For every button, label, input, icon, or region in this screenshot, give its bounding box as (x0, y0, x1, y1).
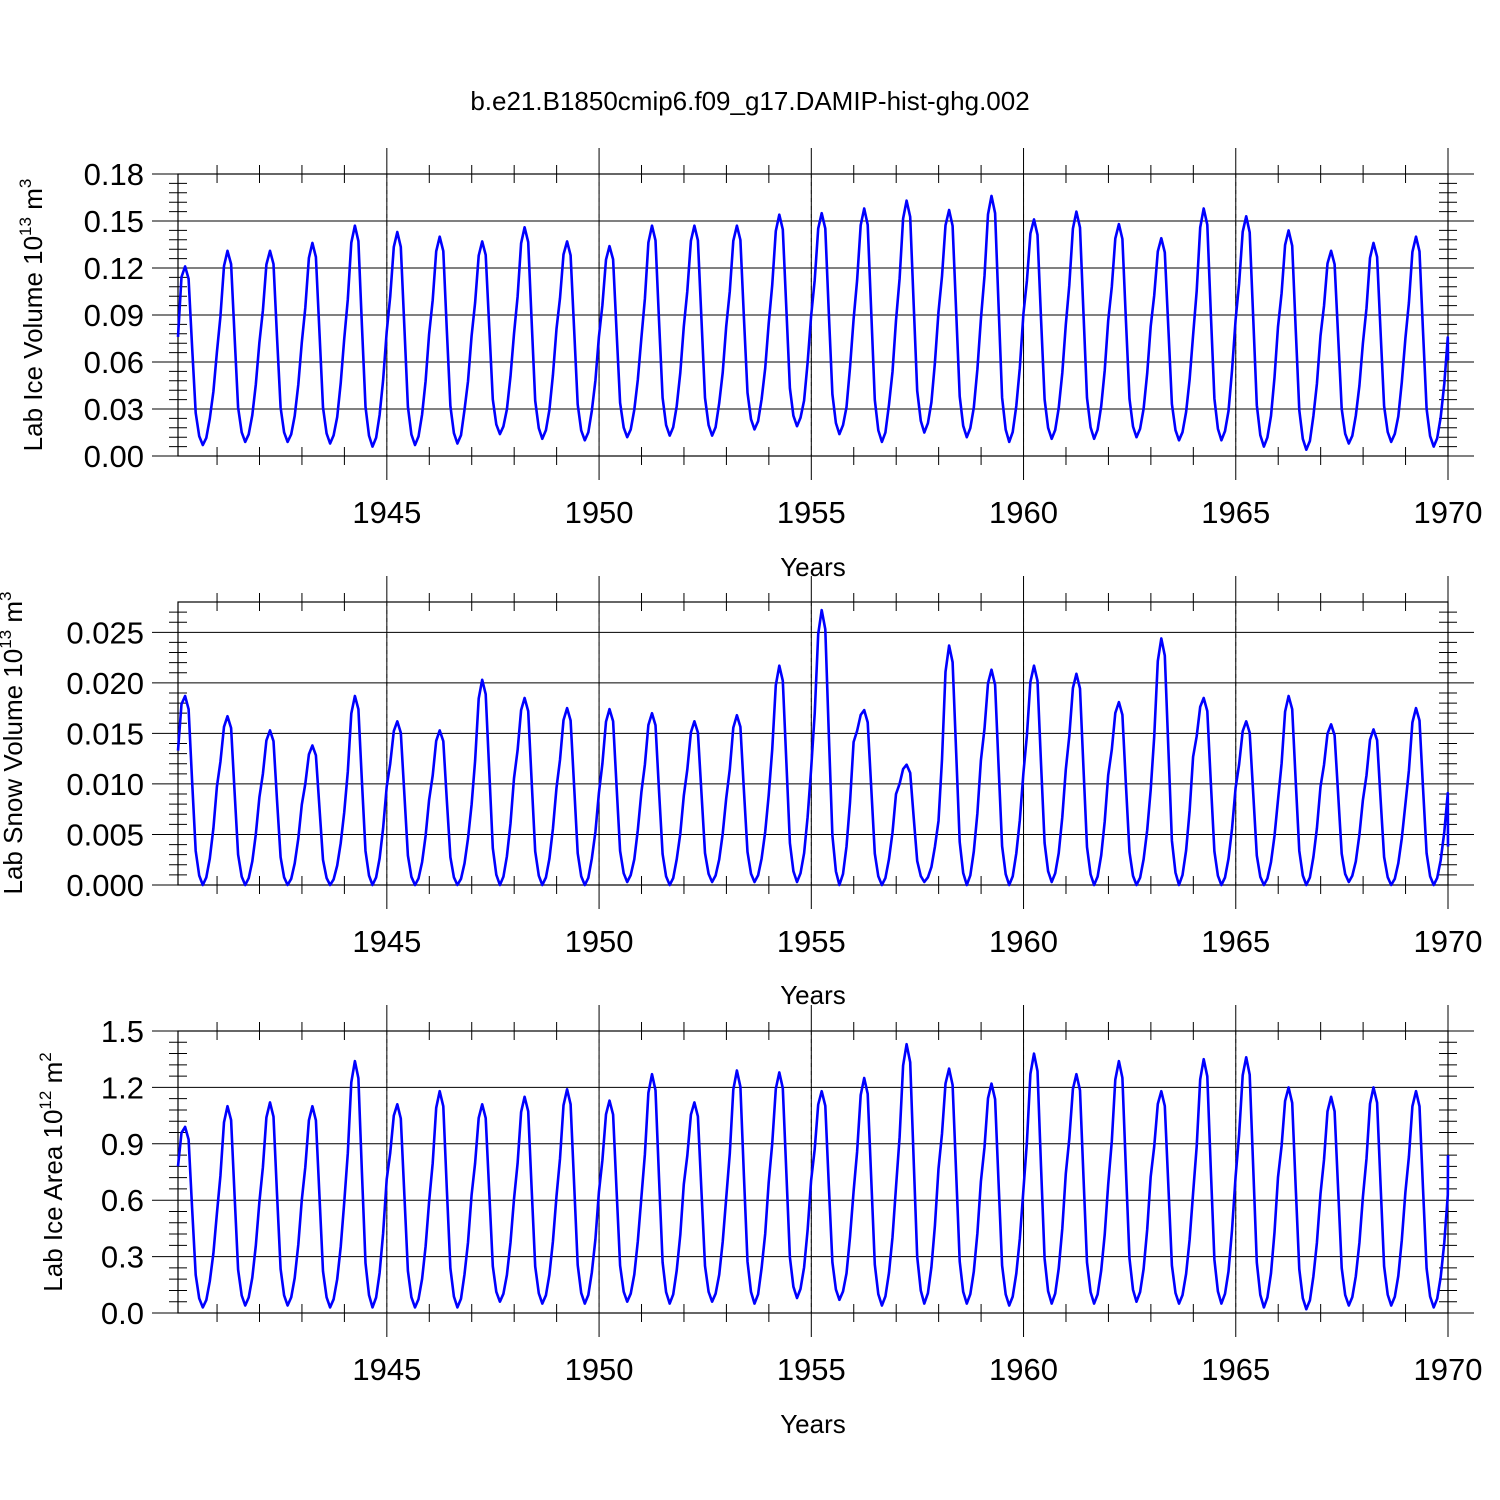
y-tick-label: 0.09 (84, 298, 144, 333)
y-axis-label-unit: m (0, 601, 28, 630)
x-axis-label: Years (780, 980, 846, 1010)
y-tick-label: 0.0 (101, 1296, 144, 1331)
y-axis-label: Lab Ice Area 1012 m2 (36, 1052, 68, 1291)
x-tick-label: 1960 (989, 495, 1058, 530)
y-tick-label: 0.12 (84, 251, 144, 286)
x-tick-labels: 1945 1950 1955 1960 1965 1970 (352, 495, 1482, 530)
y-tick-label: 0.00 (84, 439, 144, 474)
x-tick-label: 1945 (352, 924, 421, 959)
y-tick-label: 0.010 (66, 767, 144, 802)
ice-volume-series (176, 194, 1450, 451)
x-tick-label: 1965 (1201, 924, 1270, 959)
y-axis-label-unit-exponent: 2 (36, 1052, 55, 1061)
x-tick-label: 1945 (352, 1352, 421, 1387)
y-axis-label-unit-exponent: 3 (16, 179, 35, 188)
y-axis-label-exponent: 12 (36, 1091, 55, 1110)
y-tick-label: 0.020 (66, 666, 144, 701)
y-tick-label: 0.15 (84, 204, 144, 239)
y-tick-label: 0.005 (66, 817, 144, 852)
y-tick-label: 0.06 (84, 345, 144, 380)
x-tick-label: 1950 (565, 495, 634, 530)
x-tick-labels: 1945 1950 1955 1960 1965 1970 (352, 1352, 1482, 1387)
y-tick-label: 0.025 (66, 615, 144, 650)
y-axis-label-unit-exponent: 3 (0, 591, 15, 600)
y-axis-label-unit: m (38, 1062, 68, 1091)
x-tick-label: 1955 (777, 924, 846, 959)
x-tick-label: 1950 (565, 924, 634, 959)
x-tick-label: 1955 (777, 495, 846, 530)
panel-ice-area: 0.00.30.60.91.21.5 1945 1950 1955 1960 1965 1… (36, 1005, 1482, 1439)
y-tick-label: 0.3 (101, 1240, 144, 1275)
y-tick-label: 0.000 (66, 868, 144, 903)
y-tick-labels: 0.00 0.03 0.06 0.09 0.12 0.15 0.18 (84, 157, 144, 474)
y-tick-label: 0.18 (84, 157, 144, 192)
snow-volume-series (176, 608, 1450, 887)
x-tick-label: 1960 (989, 924, 1058, 959)
x-tick-label: 1970 (1414, 1352, 1483, 1387)
x-tick-label: 1955 (777, 1352, 846, 1387)
y-tick-labels: 0.000 0.005 0.010 0.015 0.020 0.025 (66, 615, 144, 903)
y-tick-label: 0.6 (101, 1183, 144, 1218)
y-tick-label: 1.2 (101, 1070, 144, 1105)
y-axis-label-unit: m (18, 188, 48, 217)
x-axis-label: Years (780, 552, 846, 582)
x-axis-label: Years (780, 1409, 846, 1439)
x-tick-label: 1965 (1201, 1352, 1270, 1387)
y-axis-label-exponent: 13 (16, 217, 35, 236)
x-tick-label: 1965 (1201, 495, 1270, 530)
y-axis-label-exponent: 13 (0, 630, 15, 649)
figure-title: b.e21.B1850cmip6.f09_g17.DAMIP-hist-ghg.… (470, 86, 1029, 116)
y-tick-label: 0.03 (84, 392, 144, 427)
y-axis-label: Lab Snow Volume 1013 m3 (0, 591, 28, 894)
y-axis-label-main: Lab Ice Area 10 (38, 1110, 68, 1292)
y-tick-labels: 0.0 0.3 0.6 0.9 1.2 1.5 (101, 1014, 144, 1331)
y-axis-label: Lab Ice Volume 1013 m3 (16, 179, 48, 452)
x-tick-label: 1970 (1414, 495, 1483, 530)
x-tick-label: 1945 (352, 495, 421, 530)
x-tick-label: 1950 (565, 1352, 634, 1387)
y-axis-label-main: Lab Snow Volume 10 (0, 649, 28, 895)
x-tick-labels: 1945 1950 1955 1960 1965 1970 (352, 924, 1482, 959)
y-tick-label: 0.9 (101, 1127, 144, 1162)
y-tick-label: 1.5 (101, 1014, 144, 1049)
x-tick-label: 1970 (1414, 924, 1483, 959)
tick-marks (152, 148, 1474, 480)
x-tick-label: 1960 (989, 1352, 1058, 1387)
y-tick-label: 0.015 (66, 716, 144, 751)
y-axis-label-main: Lab Ice Volume 10 (18, 236, 48, 451)
ice-area-series (176, 1042, 1450, 1311)
panel-ice-volume: 0.00 0.03 0.06 0.09 0.12 0.15 0.18 1945 1950 195… (16, 148, 1482, 582)
